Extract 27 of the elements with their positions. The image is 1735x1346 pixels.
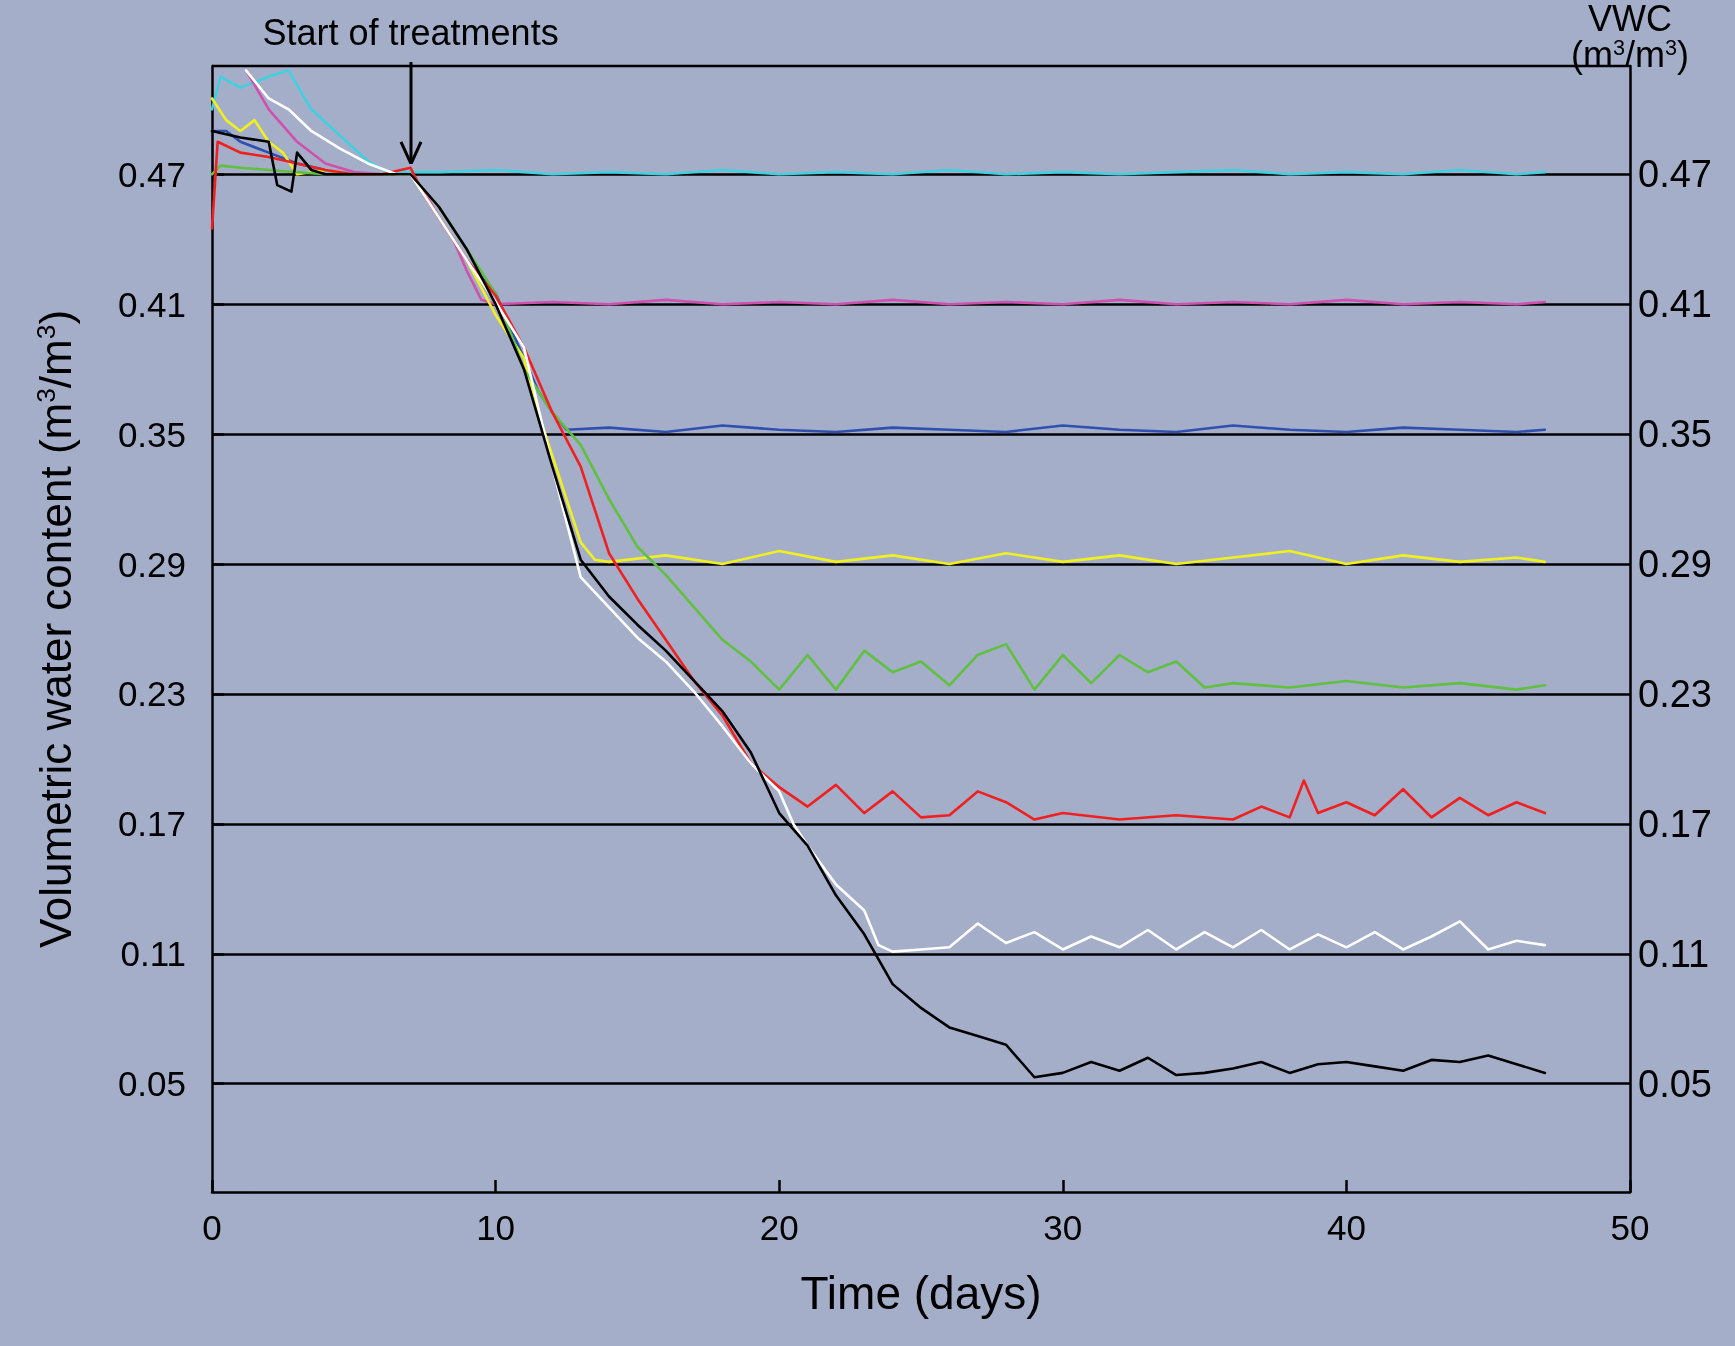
x-tick-label: 40	[1326, 1208, 1366, 1247]
y2-tick-label: 0.05	[1638, 1062, 1712, 1105]
y2-tick-label: 0.17	[1638, 802, 1712, 845]
y2-tick-label: 0.23	[1638, 672, 1712, 715]
y-tick-label: 0.47	[117, 154, 186, 194]
y-tick-label: 0.35	[117, 414, 186, 454]
x-tick-label: 0	[202, 1208, 222, 1247]
y-tick-label: 0.23	[117, 674, 186, 714]
x-axis-title: Time (days)	[800, 1267, 1042, 1319]
line-series	[210, 69, 1547, 176]
y-tick-label: 0.29	[117, 544, 186, 584]
y-tick-label: 0.05	[117, 1064, 186, 1104]
y2-tick-label: 0.41	[1638, 283, 1712, 326]
y2-tick-label: 0.47	[1638, 153, 1712, 196]
y-tick-label: 0.17	[117, 804, 186, 844]
y-tick-label: 0.11	[120, 934, 186, 974]
text: Start of treatments	[262, 12, 559, 54]
y2-tick-label: 0.11	[1638, 932, 1710, 975]
x-tick-label: 50	[1610, 1208, 1650, 1247]
x-tick-label: 20	[759, 1208, 799, 1247]
x-tick-label: 10	[476, 1208, 516, 1247]
y2-tick-label: 0.29	[1638, 543, 1712, 586]
y-axis-title: Volumetric water content (m3/m3)	[30, 309, 80, 949]
y2-tick-label: 0.35	[1638, 413, 1712, 456]
line-series	[244, 69, 1547, 953]
y-tick-label: 0.41	[117, 284, 186, 324]
x-tick-label: 30	[1043, 1208, 1083, 1247]
